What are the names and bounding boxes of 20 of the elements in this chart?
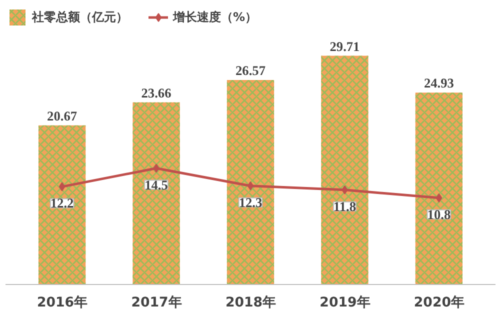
data-label: 20.67 (47, 108, 78, 124)
legend-label: 社零总额（亿元） (32, 8, 128, 26)
data-label: 11.8 (333, 198, 356, 214)
data-label: 23.66 (141, 85, 172, 100)
x-tick-label: 2020年 (414, 296, 464, 310)
point (247, 181, 254, 190)
data-label: 14.5 (144, 177, 168, 192)
data-label: 10.8 (427, 206, 451, 222)
x-tick-label: 2016年 (36, 296, 88, 310)
legend-label: 增长速度（%） (173, 8, 258, 26)
x-tick-label: 2019年 (320, 296, 370, 310)
data-label: 12.3 (238, 194, 262, 210)
data-label: 24.93 (424, 76, 454, 91)
data-label: 12.2 (50, 196, 74, 211)
x-tick-label: 2018年 (225, 296, 276, 310)
data-label: 29.71 (330, 38, 360, 54)
point (436, 193, 442, 202)
x-tick-label: 2017年 (131, 296, 182, 310)
point (58, 182, 66, 192)
data-label: 26.57 (236, 62, 266, 78)
